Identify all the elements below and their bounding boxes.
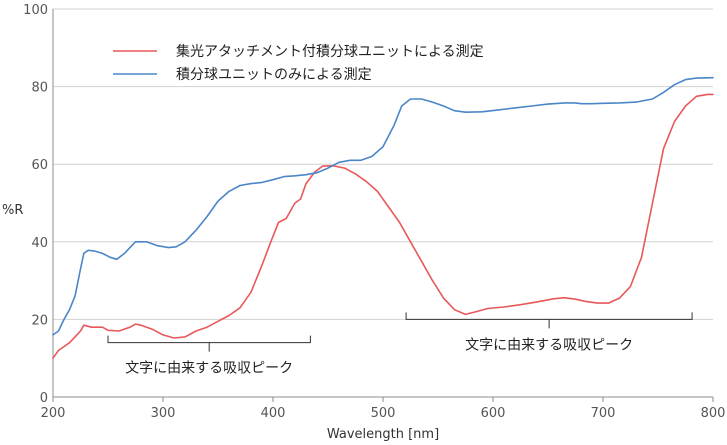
x-tick-500: 500 [371, 406, 396, 421]
x-tick-700: 700 [591, 406, 616, 421]
legend-label-collector: 集光アタッチメント付積分球ユニットによる測定 [176, 43, 484, 60]
x-tick-300: 300 [151, 406, 176, 421]
axes [52, 9, 714, 402]
x-axis-label: Wavelength [nm] [327, 427, 439, 442]
x-tick-600: 600 [481, 406, 506, 421]
x-tick-400: 400 [261, 406, 286, 421]
x-tick-800: 800 [701, 406, 726, 421]
annotation-bracket-0 [107, 335, 311, 352]
y-tick-0: 0 [40, 391, 48, 406]
y-tick-60: 60 [31, 158, 48, 173]
y-tick-labels: 0 20 40 60 80 100 [23, 3, 48, 406]
y-tick-40: 40 [31, 236, 48, 251]
y-tick-100: 100 [23, 3, 48, 18]
annotation-label-1: 文字に由来する吸収ピーク [465, 337, 633, 353]
x-tick-200: 200 [41, 406, 66, 421]
legend-label-sphere: 積分球ユニットのみによる測定 [176, 67, 372, 83]
y-tick-80: 80 [31, 81, 48, 96]
series-line-1 [52, 76, 714, 336]
y-tick-20: 20 [31, 313, 48, 328]
series-line-0 [52, 93, 714, 360]
x-tick-labels: 200 300 400 500 600 700 800 [41, 406, 726, 421]
annotation-bracket-1 [405, 312, 693, 329]
y-axis-label: %R [2, 203, 23, 218]
annotation-label-0: 文字に由来する吸収ピーク [125, 361, 293, 377]
legend: 集光アタッチメント付積分球ユニットによる測定 積分球ユニットのみによる測定 [113, 43, 484, 83]
series-layer [52, 76, 714, 360]
